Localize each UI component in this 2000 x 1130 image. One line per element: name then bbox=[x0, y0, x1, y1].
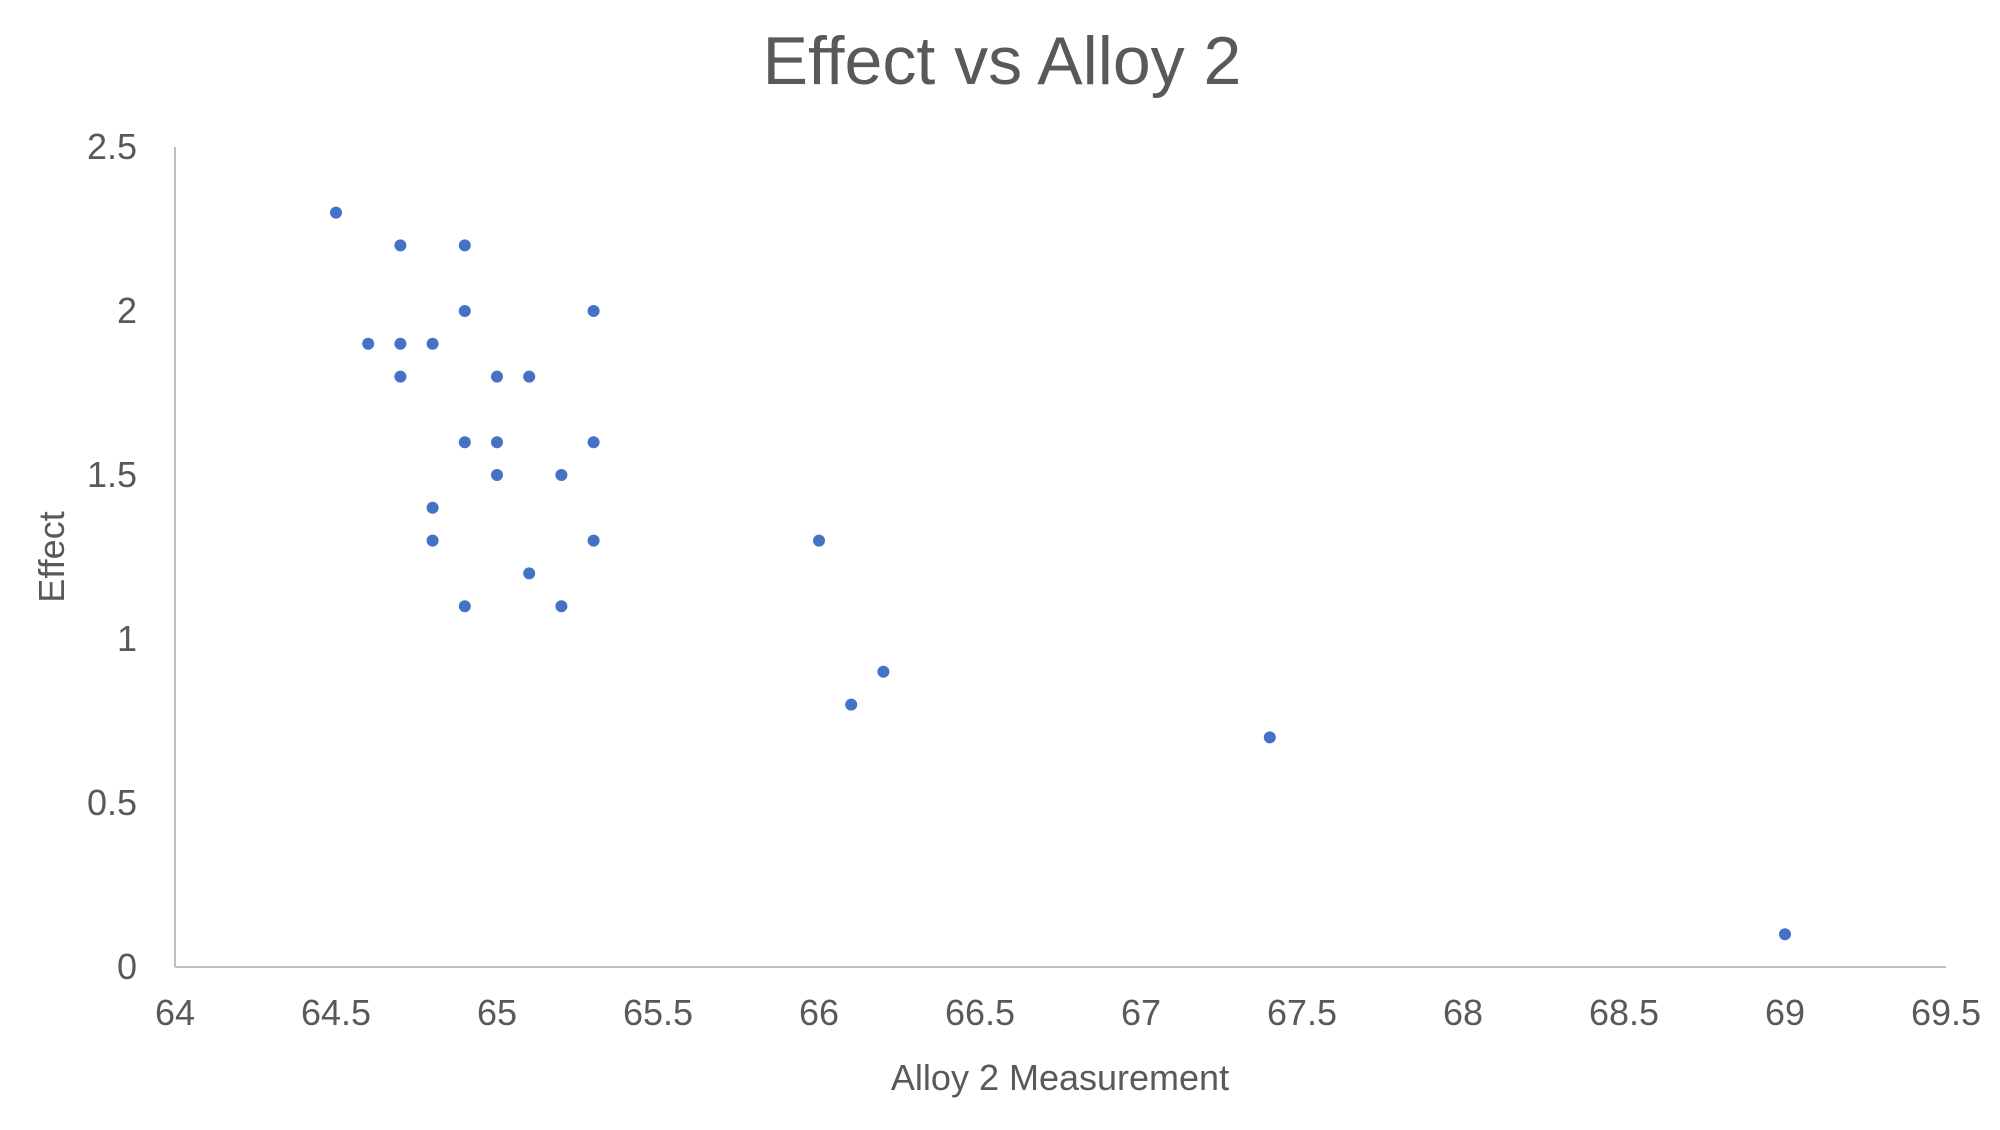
y-tick-label: 0 bbox=[117, 946, 137, 987]
y-tick-labels: 0 0.5 1 1.5 2 2.5 bbox=[87, 126, 137, 987]
data-point bbox=[877, 665, 890, 678]
data-point bbox=[587, 305, 600, 317]
x-tick-label: 69 bbox=[1765, 992, 1805, 1033]
data-point bbox=[458, 600, 471, 613]
x-tick-label: 66 bbox=[799, 992, 839, 1033]
x-tick-label: 69.5 bbox=[1911, 992, 1981, 1033]
x-tick-label: 64 bbox=[155, 992, 195, 1033]
chart-title: Effect vs Alloy 2 bbox=[763, 23, 1242, 99]
y-tick-label: 2 bbox=[117, 290, 137, 331]
y-tick-label: 1 bbox=[117, 618, 137, 659]
data-point bbox=[394, 239, 407, 252]
y-axis-title: Effect bbox=[31, 511, 72, 602]
data-point bbox=[523, 370, 536, 383]
data-point bbox=[587, 534, 600, 547]
data-point bbox=[362, 337, 375, 350]
data-point bbox=[845, 698, 858, 711]
x-tick-label: 66.5 bbox=[945, 992, 1015, 1033]
x-tick-label: 67 bbox=[1121, 992, 1161, 1033]
data-point bbox=[458, 436, 471, 449]
data-point bbox=[394, 337, 407, 350]
data-point bbox=[394, 370, 407, 383]
x-tick-label: 68.5 bbox=[1589, 992, 1659, 1033]
x-tick-label: 67.5 bbox=[1267, 992, 1337, 1033]
data-point bbox=[491, 469, 503, 481]
data-point bbox=[491, 436, 503, 449]
data-point bbox=[523, 567, 536, 580]
data-point bbox=[458, 239, 471, 252]
y-tick-label: 2.5 bbox=[87, 126, 137, 167]
x-tick-label: 68 bbox=[1443, 992, 1483, 1033]
data-point bbox=[587, 436, 600, 449]
data-point bbox=[555, 600, 568, 613]
x-tick-label: 65.5 bbox=[623, 992, 693, 1033]
x-tick-label: 65 bbox=[477, 992, 517, 1033]
data-point bbox=[491, 370, 503, 383]
x-tick-labels: 64 64.5 65 65.5 66 66.5 67 67.5 68 68.5 69 69.5 bbox=[155, 992, 1981, 1033]
data-point bbox=[1779, 928, 1791, 941]
y-tick-label: 0.5 bbox=[87, 782, 137, 823]
y-tick-label: 1.5 bbox=[87, 454, 137, 495]
data-points bbox=[330, 206, 1791, 941]
data-point bbox=[1263, 731, 1276, 744]
x-tick-label: 64.5 bbox=[301, 992, 371, 1033]
data-point bbox=[426, 337, 439, 350]
data-point bbox=[426, 501, 439, 514]
data-point bbox=[330, 206, 342, 219]
data-point bbox=[813, 534, 825, 547]
x-axis-title: Alloy 2 Measurement bbox=[891, 1057, 1229, 1098]
data-point bbox=[458, 305, 471, 317]
data-point bbox=[555, 469, 568, 481]
data-point bbox=[426, 534, 439, 547]
